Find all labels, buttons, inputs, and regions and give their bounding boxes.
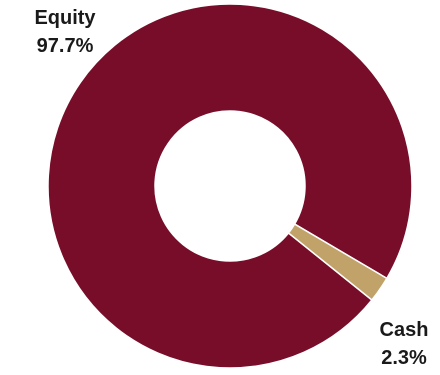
- equity-slice-label: Equity 97.7%: [22, 4, 108, 60]
- donut-slice-cash: [287, 223, 388, 302]
- cash-value-label: 2.3%: [381, 347, 427, 369]
- equity-value-label: 97.7%: [36, 35, 94, 57]
- donut-slice-equity: [47, 3, 413, 369]
- equity-category-label: Equity: [34, 7, 96, 29]
- cash-category-label: Cash: [379, 319, 429, 341]
- cash-slice-label: Cash 2.3%: [368, 316, 440, 372]
